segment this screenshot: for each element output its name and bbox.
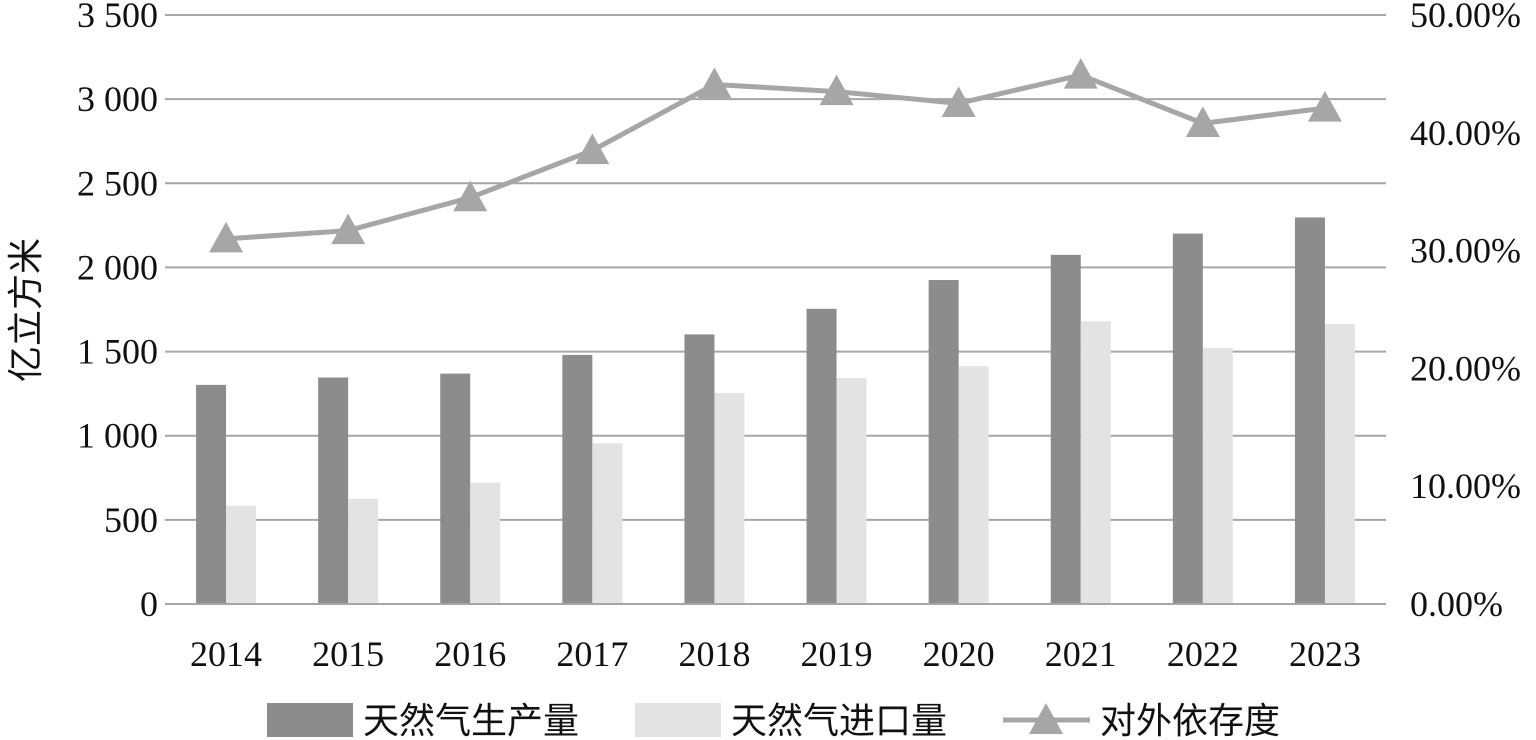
bar-production — [1294, 217, 1325, 605]
dependency-point-marker — [941, 86, 976, 117]
y2-tick-label: 40.00% — [1410, 113, 1521, 153]
x-axis-ticks: 2014 2015 2016 2017 2018 2019 2020 2021 2022 2023 — [190, 634, 1361, 674]
dependency-line — [225, 72, 1326, 242]
bar-import — [958, 366, 989, 604]
x-tick-label: 2018 — [678, 634, 750, 674]
bar-import — [836, 377, 867, 604]
y-tick-label: 1 000 — [77, 416, 158, 456]
x-tick-label: 2020 — [923, 634, 995, 674]
bar-production — [928, 280, 959, 604]
y-tick-label: 3 000 — [77, 79, 158, 119]
x-tick-label: 2015 — [312, 634, 384, 674]
y2-tick-label: 50.00% — [1410, 0, 1521, 35]
bar-import — [348, 498, 379, 604]
legend-swatch-import — [635, 703, 721, 737]
bar-production — [562, 354, 593, 604]
gridlines — [165, 14, 1386, 521]
bar-production — [318, 377, 349, 604]
x-tick-label: 2021 — [1045, 634, 1117, 674]
x-tick-label: 2014 — [190, 634, 262, 674]
dependency-point-marker — [575, 133, 610, 165]
bar-production — [806, 308, 837, 604]
bar-production — [1050, 254, 1081, 605]
dependency-point-marker — [697, 67, 732, 99]
y-tick-label: 3 500 — [77, 0, 158, 35]
dependency-point-marker — [1307, 91, 1342, 122]
legend-swatch-production — [267, 703, 353, 737]
dependency-point-marker — [453, 180, 488, 212]
legend: 天然气生产量 天然气进口量 对外依存度 — [267, 701, 1280, 740]
bar-import — [1202, 348, 1233, 604]
bar-production — [196, 384, 227, 604]
y-tick-label: 2 000 — [77, 247, 158, 287]
y-tick-label: 0 — [140, 584, 158, 624]
y-tick-label: 2 500 — [77, 163, 158, 203]
legend-label-import: 天然气进口量 — [731, 701, 947, 740]
y2-tick-label: 10.00% — [1410, 466, 1521, 506]
y2-tick-label: 30.00% — [1410, 231, 1521, 271]
legend-label-production: 天然气生产量 — [363, 701, 579, 740]
right-axis-ticks: 0.00% 10.00% 20.00% 30.00% 40.00% 50.00% — [1410, 0, 1521, 624]
x-tick-label: 2017 — [556, 634, 628, 674]
y-axis-label: 亿立方米 — [6, 238, 46, 382]
bar-import — [1080, 321, 1111, 604]
x-tick-label: 2019 — [801, 634, 873, 674]
dependency-point-marker — [819, 74, 854, 106]
bar-production — [684, 334, 715, 604]
y-tick-label: 500 — [104, 500, 158, 540]
dependency-point-marker — [1185, 106, 1220, 137]
bar-import — [714, 392, 745, 604]
dependency-line-series — [209, 58, 1342, 253]
y2-tick-label: 20.00% — [1410, 348, 1521, 388]
dependency-point-marker — [209, 221, 244, 253]
left-axis-ticks: 0 500 1 000 1 500 2 000 2 500 3 000 3 500 — [77, 0, 158, 624]
bar-import — [470, 482, 501, 604]
x-tick-label: 2022 — [1167, 634, 1239, 674]
x-tick-label: 2023 — [1289, 634, 1361, 674]
bar-import — [592, 443, 623, 604]
bar-series — [196, 217, 1355, 605]
dependency-point-marker — [331, 213, 366, 245]
legend-label-dependency: 对外依存度 — [1100, 701, 1280, 740]
bar-import — [1324, 323, 1355, 604]
bar-production — [1172, 233, 1203, 604]
bar-import — [226, 505, 257, 604]
x-tick-label: 2016 — [434, 634, 506, 674]
y2-tick-label: 0.00% — [1410, 584, 1503, 624]
y-tick-label: 1 500 — [77, 332, 158, 372]
legend-marker-dependency — [1029, 703, 1063, 734]
bar-production — [440, 373, 471, 604]
dependency-point-marker — [1063, 58, 1098, 89]
